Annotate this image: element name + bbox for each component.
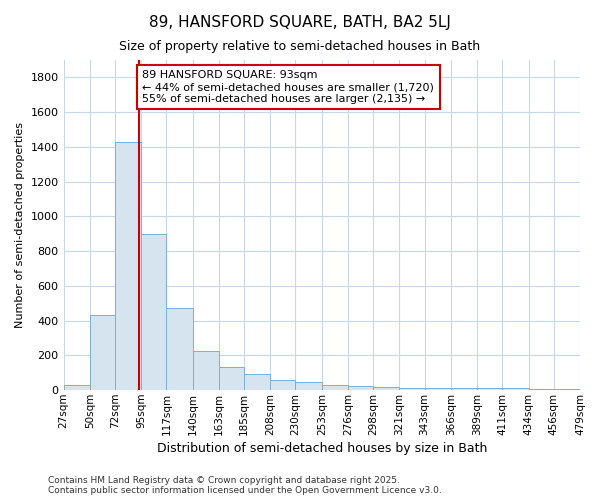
- Bar: [502, 388, 529, 390]
- Bar: [219, 366, 244, 390]
- Bar: [244, 374, 271, 390]
- Bar: [477, 388, 502, 390]
- Bar: [322, 385, 348, 390]
- Bar: [451, 388, 477, 390]
- Bar: [141, 234, 166, 390]
- Bar: [373, 386, 400, 390]
- Bar: [166, 308, 193, 390]
- Bar: [348, 386, 373, 390]
- Bar: [400, 388, 425, 390]
- Text: 89, HANSFORD SQUARE, BATH, BA2 5LJ: 89, HANSFORD SQUARE, BATH, BA2 5LJ: [149, 15, 451, 30]
- Bar: [425, 388, 451, 390]
- Bar: [115, 142, 141, 390]
- Bar: [271, 380, 295, 390]
- Bar: [193, 351, 219, 390]
- Text: 89 HANSFORD SQUARE: 93sqm
← 44% of semi-detached houses are smaller (1,720)
55% : 89 HANSFORD SQUARE: 93sqm ← 44% of semi-…: [142, 70, 434, 104]
- Y-axis label: Number of semi-detached properties: Number of semi-detached properties: [15, 122, 25, 328]
- Text: Contains HM Land Registry data © Crown copyright and database right 2025.
Contai: Contains HM Land Registry data © Crown c…: [48, 476, 442, 495]
- Bar: [295, 382, 322, 390]
- Bar: [64, 385, 90, 390]
- Text: Size of property relative to semi-detached houses in Bath: Size of property relative to semi-detach…: [119, 40, 481, 53]
- X-axis label: Distribution of semi-detached houses by size in Bath: Distribution of semi-detached houses by …: [157, 442, 487, 455]
- Bar: [90, 316, 115, 390]
